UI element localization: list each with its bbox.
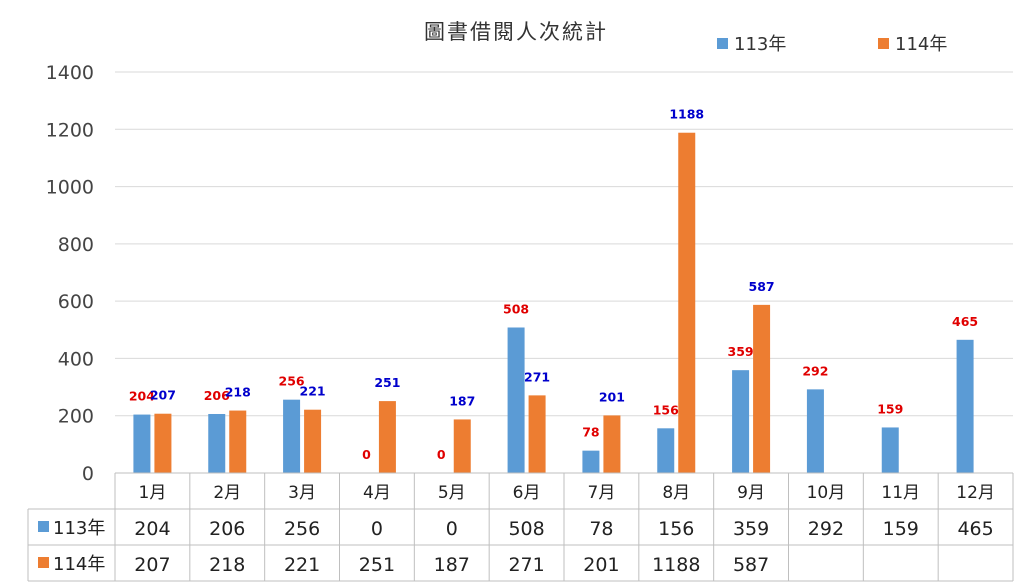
y-tick-label: 800 [58,234,94,256]
data-label: 271 [524,369,550,384]
data-label: 218 [225,385,251,400]
data-label: 508 [503,301,529,316]
x-tick-label: 1月 [139,483,167,503]
table-cell: 201 [583,554,619,576]
bar-s1-2 [208,413,226,473]
table-cell: 292 [808,518,844,540]
bar-s2-5 [453,419,471,473]
x-tick-label: 6月 [513,483,541,503]
x-tick-label: 12月 [956,483,995,503]
data-label: 159 [877,401,903,416]
data-label: 187 [449,393,475,408]
x-tick-label: 3月 [288,483,316,503]
chart-title: 圖書借閱人次統計 [424,20,608,44]
x-tick-label: 4月 [363,483,391,503]
data-label: 587 [749,279,775,294]
table-legend-key [38,557,49,568]
table-cell: 0 [446,518,458,540]
table-cell: 218 [209,554,245,576]
legend: 113年 114年 [717,34,947,55]
table-cell: 251 [359,554,395,576]
table-cell: 465 [957,518,993,540]
x-tick-label: 9月 [737,483,765,503]
data-label: 78 [582,425,599,440]
y-tick-label: 200 [58,406,94,428]
data-label: 156 [653,402,679,417]
x-tick-label: 5月 [438,483,466,503]
data-labels: 204 206 256 0 0 508 78 156 359 292 159 465 207 218 221… [129,107,978,462]
legend-label: 114年 [895,34,947,55]
bar-s1-7 [582,450,600,473]
bar-s2-6 [528,395,546,473]
table-cell: 156 [658,518,694,540]
bar-s2-3 [304,409,322,473]
table-cell: 78 [589,518,613,540]
data-label: 0 [437,447,446,462]
data-label: 204 [129,389,155,404]
table-cell: 221 [284,554,320,576]
table-cell: 587 [733,554,769,576]
bar-s1-10 [806,389,824,473]
table-cell: 0 [371,518,383,540]
y-axis: 0 200 400 600 800 1000 1200 1400 [46,62,94,485]
table-cell: 508 [508,518,544,540]
bar-s2-4 [378,401,396,473]
bar-s2-7 [603,415,621,473]
table-cell: 206 [209,518,245,540]
bar-s1-3 [283,399,301,473]
table-cell: 1188 [652,554,700,576]
data-label: 359 [728,344,754,359]
table-cell: 271 [508,554,544,576]
data-label: 207 [150,388,176,403]
table-cell: 256 [284,518,320,540]
data-label: 251 [374,375,400,390]
bars [133,132,974,474]
bar-s1-1 [133,414,151,473]
bar-s2-8 [678,132,696,474]
x-tick-label: 8月 [662,483,690,503]
bar-s1-12 [956,339,974,473]
data-label: 221 [300,384,326,399]
x-tick-label: 11月 [881,483,920,503]
y-tick-label: 0 [82,463,94,485]
y-tick-label: 400 [58,348,94,370]
data-label: 0 [362,447,371,462]
table-cell: 187 [434,554,470,576]
bar-s1-9 [732,370,750,473]
bar-s2-2 [229,410,247,473]
bar-s2-1 [154,413,172,473]
table-cell: 159 [883,518,919,540]
legend-key [717,38,728,49]
x-tick-label: 7月 [588,483,616,503]
data-label: 206 [204,388,230,403]
y-tick-label: 1400 [46,62,94,84]
bar-s1-6 [507,327,525,473]
legend-label: 113年 [734,34,786,55]
data-label: 1188 [669,107,704,122]
table-series-name: 113年 [53,518,105,539]
data-table: 1月 2月 3月 4月 5月 6月 7月 8月 9月 10月 11月 12月 113年 204 206 256… [27,472,1014,582]
legend-key [878,38,889,49]
table-legend-key [38,521,49,532]
y-tick-label: 600 [58,291,94,313]
table-cell: 204 [134,518,170,540]
y-tick-label: 1200 [46,119,94,141]
x-tick-label: 2月 [213,483,241,503]
table-series-name: 114年 [53,554,105,575]
y-tick-label: 1000 [46,177,94,199]
data-label: 201 [599,389,625,404]
table-cell: 359 [733,518,769,540]
bar-s2-9 [753,304,771,473]
data-label: 465 [952,314,978,329]
data-label: 256 [279,374,305,389]
x-tick-label: 10月 [807,483,846,503]
bar-s1-8 [657,428,675,473]
bar-s1-11 [881,427,899,473]
table-cell: 207 [134,554,170,576]
data-label: 292 [802,363,828,378]
